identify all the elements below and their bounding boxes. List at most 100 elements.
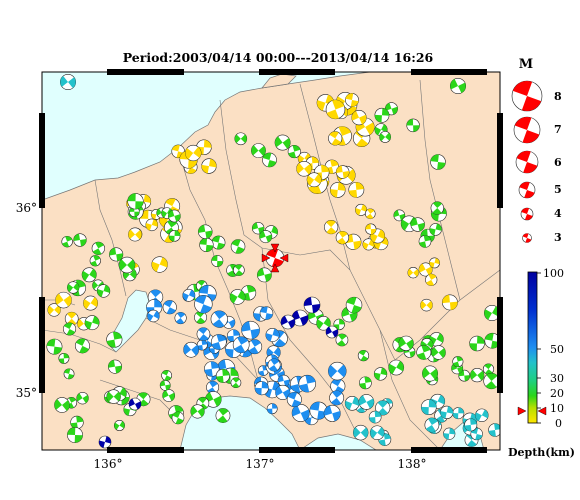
focal-mechanism-icon <box>162 300 177 315</box>
focal-mechanism-icon <box>393 209 406 222</box>
focal-mechanism-icon <box>470 427 483 441</box>
focal-mechanism-icon <box>91 241 105 255</box>
focal-mechanism-icon <box>303 296 321 314</box>
focal-mechanism-icon <box>232 336 250 354</box>
focal-mechanism-icon <box>251 222 265 235</box>
focal-mechanism-icon <box>274 134 291 151</box>
focal-mechanism-icon <box>323 404 341 422</box>
focal-mechanism-icon <box>335 230 350 245</box>
focal-mechanism-icon <box>210 334 227 350</box>
focal-mechanism-icon <box>470 368 485 383</box>
focal-mechanism-icon <box>174 311 187 325</box>
focal-mechanism-icon <box>266 403 278 415</box>
focal-mechanism-icon <box>482 363 495 375</box>
focal-mechanism-icon <box>362 238 375 251</box>
focal-mechanism-icon <box>442 294 458 311</box>
focal-mechanism-icon <box>206 380 220 394</box>
focal-mechanism-icon <box>67 427 83 443</box>
focal-mechanism-icon <box>430 201 444 215</box>
focal-mechanism-icon <box>162 389 176 402</box>
focal-mechanism-icon <box>488 423 500 437</box>
magnitude-legend-balls <box>511 80 543 243</box>
events-layer <box>46 74 500 449</box>
depth-tick-label: 30 <box>550 372 564 385</box>
magnitude-label: 5 <box>554 183 562 196</box>
focal-mechanism-icon <box>375 400 391 416</box>
focal-mechanism-icon <box>73 233 87 247</box>
magnitude-legend-title: M <box>519 57 533 72</box>
focal-mechanism-icon <box>335 333 349 347</box>
focal-mechanism-icon <box>296 161 312 177</box>
focal-mechanism-icon <box>185 144 202 162</box>
magnitude-legend-ball-icon <box>511 80 543 112</box>
focal-mechanism-icon <box>254 381 269 396</box>
depth-colorbar <box>527 271 538 424</box>
focal-mechanism-icon <box>275 384 291 400</box>
focal-mechanism-icon <box>324 220 339 235</box>
focal-mechanism-icon <box>106 331 123 348</box>
focal-mechanism-icon <box>418 235 432 248</box>
magnitude-label: 3 <box>554 231 562 244</box>
focal-mechanism-icon <box>373 367 388 381</box>
focal-mechanism-icon <box>345 296 363 314</box>
focal-mechanism-icon <box>449 77 467 95</box>
focal-mechanism-icon <box>67 281 80 294</box>
focal-mechanism-icon <box>416 344 432 360</box>
focal-mechanism-icon <box>118 256 136 274</box>
focal-mechanism-icon <box>168 229 181 242</box>
focal-mechanism-icon <box>201 158 217 174</box>
focal-mechanism-icon <box>358 394 375 410</box>
focal-mechanism-icon <box>286 392 302 408</box>
focal-mechanism-icon <box>452 356 464 368</box>
focal-mechanism-icon <box>429 223 442 236</box>
focal-mechanism-icon <box>398 335 414 351</box>
focal-mechanism-icon <box>464 418 478 432</box>
focal-mechanism-icon <box>58 352 70 364</box>
magnitude-legend-ball-icon <box>522 233 532 243</box>
focal-mechanism-icon <box>60 74 76 90</box>
focal-mechanism-icon <box>440 405 454 420</box>
focal-mechanism-icon <box>128 227 143 242</box>
focal-mechanism-icon <box>199 237 214 252</box>
focal-mechanism-icon <box>63 368 75 380</box>
focal-mechanism-icon <box>443 427 456 440</box>
focal-mechanism-icon <box>291 404 310 422</box>
focal-mechanism-icon <box>98 435 112 449</box>
focal-mechanism-icon <box>81 267 97 283</box>
focal-mechanism-icon <box>215 408 231 423</box>
focal-mechanism-icon <box>265 328 280 342</box>
focal-mechanism-icon <box>328 361 347 381</box>
focal-mechanism-icon <box>357 349 370 362</box>
magnitude-label: 8 <box>554 90 562 103</box>
focal-mechanism-icon <box>379 131 391 143</box>
focal-mechanism-icon <box>229 289 246 305</box>
focal-mechanism-icon <box>424 417 440 433</box>
main-shock-depth-marker <box>517 406 547 416</box>
lon-tick-label: 136° <box>94 457 123 471</box>
depth-legend-title: Depth(km) <box>508 446 575 459</box>
focal-mechanism-icon <box>128 397 142 411</box>
focal-mechanism-icon <box>475 408 489 423</box>
focal-mechanism-icon <box>211 235 226 250</box>
focal-mechanism-icon <box>369 425 385 441</box>
focal-mechanism-icon <box>194 310 207 324</box>
focal-mechanism-icon <box>365 223 377 235</box>
focal-mechanism-icon <box>429 257 440 269</box>
focal-mechanism-icon <box>159 379 171 391</box>
depth-legend: 100 50 30 20 10 0 Depth(km) <box>508 267 575 459</box>
magnitude-legend-ball-icon <box>515 150 539 174</box>
focal-mechanism-icon <box>325 99 346 120</box>
focal-mechanism-icon <box>355 203 367 216</box>
focal-mechanism-icon <box>83 295 98 311</box>
focal-mechanism-icon <box>430 154 446 170</box>
focal-mechanism-icon <box>183 341 199 358</box>
focal-mechanism-icon <box>182 288 196 302</box>
focal-mechanism-icon <box>251 143 266 159</box>
focal-mechanism-icon <box>247 339 263 355</box>
map-area <box>42 72 500 450</box>
depth-tick-label: 10 <box>550 402 564 415</box>
focal-mechanism-icon <box>277 374 290 387</box>
focal-mechanism-icon <box>63 322 77 336</box>
focal-mechanism-icon <box>298 374 317 393</box>
